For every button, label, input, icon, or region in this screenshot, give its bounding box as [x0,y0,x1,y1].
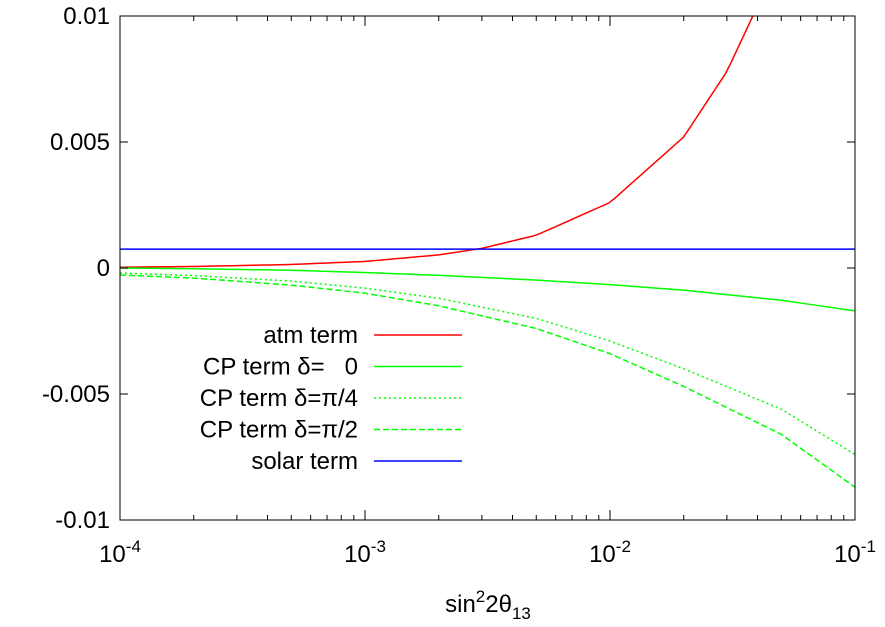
tick-layer: 0.01 0.005 0 -0.005 -0.01 10-4 10-3 10-2 10-1 [42,3,876,568]
series-line-0 [120,16,754,268]
y-tick-label: 0.01 [63,3,110,30]
legend-label: CP term δ=π/2 [200,417,358,444]
legend: atm term CP term δ= 0 CP term δ=π/4 CP term… [200,322,462,475]
legend-label: CP term δ= 0 [203,354,358,381]
series-line-1 [120,267,855,312]
x-tick-label: 10-1 [834,537,876,568]
x-tick-label: 10-3 [344,537,386,568]
y-tick-label: -0.005 [42,381,110,408]
x-axis-label: sin22θ13 [445,587,531,623]
y-tick-label: 0 [97,255,110,282]
legend-label: atm term [263,322,358,349]
y-tick-label: 0.005 [50,129,110,156]
x-tick-label: 10-4 [99,537,141,568]
series-line-3 [120,274,855,488]
y-tick-label: -0.01 [55,507,110,534]
x-tick-label: 10-2 [589,537,631,568]
legend-label: CP term δ=π/4 [200,385,358,412]
legend-label: solar term [251,448,358,475]
plot-frame [119,15,856,521]
series-layer [120,16,855,488]
